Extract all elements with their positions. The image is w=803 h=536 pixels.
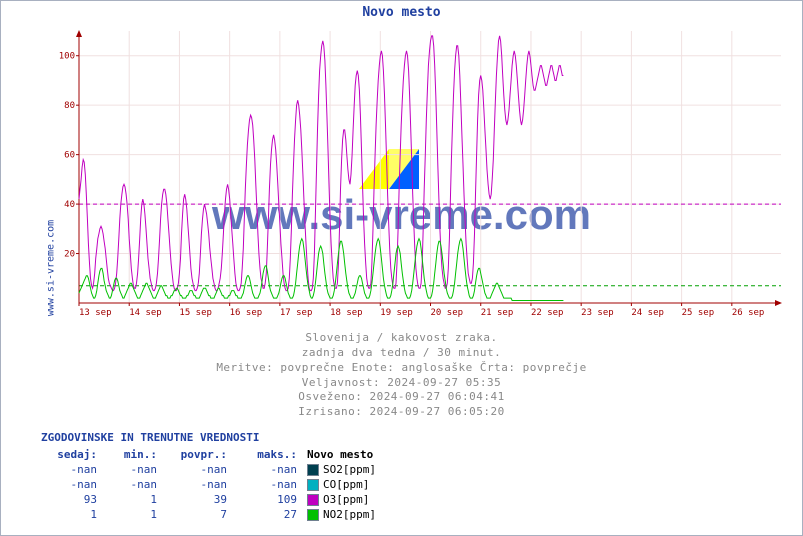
table-header: maks.:: [233, 448, 301, 461]
legend-swatch: [307, 479, 319, 491]
svg-text:25 sep: 25 sep: [682, 308, 715, 318]
svg-text:13 sep: 13 sep: [79, 308, 112, 318]
svg-text:17 sep: 17 sep: [280, 308, 313, 318]
svg-text:19 sep: 19 sep: [380, 308, 413, 318]
svg-text:60: 60: [64, 151, 75, 161]
caption-line: Slovenija / kakovost zraka.: [305, 331, 497, 344]
line-chart: 20 40 60 80 100 13 sep 14 sep 15 sep 16 sep 17 se…: [51, 23, 789, 323]
svg-text:16 sep: 16 sep: [230, 308, 263, 318]
legend-swatch: [307, 494, 319, 506]
table-row: 93139109O3[ppm]: [43, 493, 461, 506]
svg-text:15 sep: 15 sep: [179, 308, 212, 318]
legend-swatch: [307, 464, 319, 476]
caption-line: Osveženo: 2024-09-27 06:04:41: [298, 390, 505, 403]
stats-table-title: ZGODOVINSKE IN TRENUTNE VREDNOSTI: [41, 431, 463, 444]
caption-line: zadnja dva tedna / 30 minut.: [302, 346, 501, 359]
svg-text:100: 100: [59, 52, 75, 62]
caption-line: Meritve: povprečne Enote: anglosaške Črt…: [216, 361, 586, 374]
table-header: povpr.:: [163, 448, 231, 461]
svg-text:21 sep: 21 sep: [481, 308, 514, 318]
chart-caption: Slovenija / kakovost zraka. zadnja dva t…: [1, 331, 802, 420]
table-header: min.:: [103, 448, 161, 461]
chart-frame: Novo mesto www.si-vreme.com www.si-vreme…: [0, 0, 803, 536]
table-header: sedaj:: [43, 448, 101, 461]
caption-line: Veljavnost: 2024-09-27 05:35: [302, 376, 501, 389]
svg-text:23 sep: 23 sep: [581, 308, 614, 318]
table-row: -nan-nan-nan-nanCO[ppm]: [43, 478, 461, 491]
stats-table: ZGODOVINSKE IN TRENUTNE VREDNOSTI sedaj:…: [41, 431, 463, 523]
table-row: 11727NO2[ppm]: [43, 508, 461, 521]
table-row: -nan-nan-nan-nanSO2[ppm]: [43, 463, 461, 476]
svg-text:26 sep: 26 sep: [732, 308, 765, 318]
caption-line: Izrisano: 2024-09-27 06:05:20: [298, 405, 505, 418]
svg-text:14 sep: 14 sep: [129, 308, 162, 318]
svg-text:80: 80: [64, 101, 75, 111]
svg-text:22 sep: 22 sep: [531, 308, 564, 318]
table-header: Novo mesto: [303, 448, 461, 461]
chart-title: Novo mesto: [1, 5, 802, 20]
svg-text:24 sep: 24 sep: [631, 308, 664, 318]
svg-text:18 sep: 18 sep: [330, 308, 363, 318]
svg-text:20: 20: [64, 250, 75, 260]
svg-text:20 sep: 20 sep: [431, 308, 464, 318]
svg-text:40: 40: [64, 200, 75, 210]
legend-swatch: [307, 509, 319, 521]
